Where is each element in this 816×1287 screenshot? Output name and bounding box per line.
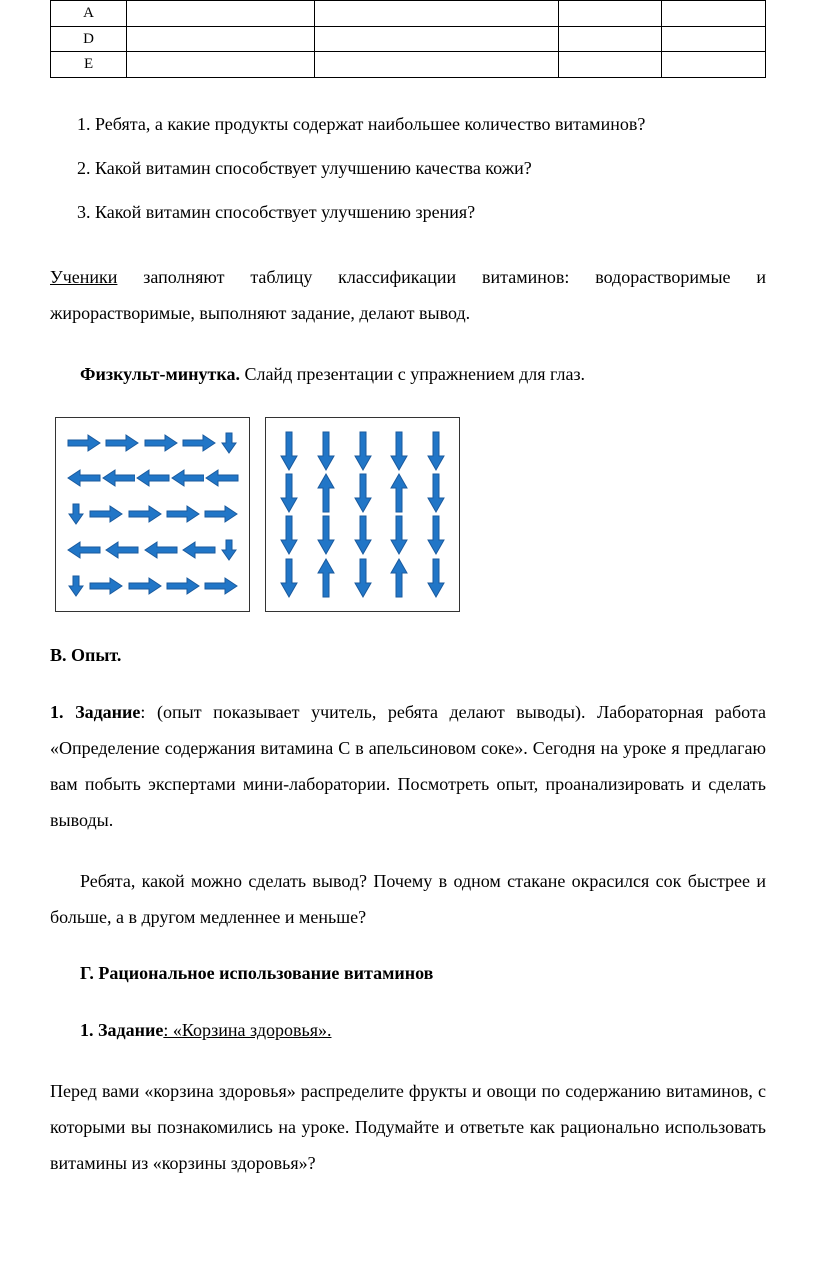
down-small-arrow-icon xyxy=(219,538,239,562)
down-arrow-icon xyxy=(276,514,302,556)
arrow-row xyxy=(66,430,239,456)
up-arrow-icon xyxy=(386,472,412,514)
left-arrow-icon xyxy=(170,465,205,491)
section-g-heading: Г. Рациональное использование витаминов xyxy=(50,960,766,987)
physminute-text: Слайд презентации с упражнением для глаз… xyxy=(240,364,585,384)
task1-paragraph: 1. Задание: (опыт показывает учитель, ре… xyxy=(50,694,766,838)
task1-text: : (опыт показывает учитель, ребята делаю… xyxy=(50,702,766,830)
left-arrow-icon xyxy=(181,537,217,563)
right-arrow-icon xyxy=(203,573,239,599)
table-row: A xyxy=(51,1,766,27)
physminute-label: Физкульт-минутка. xyxy=(80,364,240,384)
left-arrow-icon xyxy=(66,537,102,563)
down-arrow-icon xyxy=(276,557,302,599)
right-arrow-icon xyxy=(88,501,124,527)
down-arrow-icon xyxy=(423,472,449,514)
table-cell xyxy=(127,1,315,27)
right-arrow-icon xyxy=(127,573,163,599)
table-cell xyxy=(127,26,315,52)
diagram-horizontal-arrows xyxy=(55,417,250,612)
eye-exercise-diagrams xyxy=(55,417,766,612)
arrow-column xyxy=(276,430,302,599)
down-arrow-icon xyxy=(313,430,339,472)
table-row: E xyxy=(51,52,766,78)
table-cell: E xyxy=(51,52,127,78)
right-arrow-icon xyxy=(165,501,201,527)
down-arrow-icon xyxy=(313,514,339,556)
section-b-heading: В. Опыт. xyxy=(50,642,766,669)
students-label: Ученики xyxy=(50,267,117,287)
right-arrow-icon xyxy=(203,501,239,527)
down-arrow-icon xyxy=(386,514,412,556)
down-arrow-icon xyxy=(423,430,449,472)
arrow-row xyxy=(66,537,239,563)
questions-list: Ребята, а какие продукты содержат наибол… xyxy=(95,108,766,229)
left-arrow-icon xyxy=(66,465,101,491)
arrow-column xyxy=(386,430,412,599)
table-cell xyxy=(662,1,766,27)
down-small-arrow-icon xyxy=(66,502,86,526)
right-arrow-icon xyxy=(165,573,201,599)
left-arrow-icon xyxy=(101,465,136,491)
down-arrow-icon xyxy=(350,557,376,599)
up-arrow-icon xyxy=(313,472,339,514)
right-arrow-icon xyxy=(66,430,102,456)
up-arrow-icon xyxy=(313,557,339,599)
right-arrow-icon xyxy=(104,430,140,456)
task1-label: 1. Задание xyxy=(50,702,140,722)
left-arrow-icon xyxy=(104,537,140,563)
vitamin-classification-table: ADE xyxy=(50,0,766,78)
left-arrow-icon xyxy=(135,465,170,491)
left-arrow-icon xyxy=(143,537,179,563)
table-cell xyxy=(314,1,558,27)
physminute-paragraph: Физкульт-минутка. Слайд презентации с уп… xyxy=(50,356,766,392)
conclusion-question: Ребята, какой можно сделать вывод? Почем… xyxy=(50,863,766,935)
diagram-vertical-arrows xyxy=(265,417,460,612)
down-arrow-icon xyxy=(423,557,449,599)
down-arrow-icon xyxy=(386,430,412,472)
table-cell xyxy=(314,52,558,78)
arrow-row xyxy=(66,573,239,599)
table-cell xyxy=(127,52,315,78)
right-arrow-icon xyxy=(127,501,163,527)
down-small-arrow-icon xyxy=(66,574,86,598)
task1g-underline: : «Корзина здоровья». xyxy=(163,1020,331,1040)
table-cell xyxy=(558,1,662,27)
right-arrow-icon xyxy=(181,430,217,456)
task1g-paragraph: 1. Задание: «Корзина здоровья». xyxy=(50,1012,766,1048)
down-small-arrow-icon xyxy=(219,431,239,455)
question-item: Какой витамин способствует улучшению зре… xyxy=(95,196,766,228)
arrow-column xyxy=(350,430,376,599)
arrow-column xyxy=(423,430,449,599)
right-arrow-icon xyxy=(88,573,124,599)
arrow-row xyxy=(66,501,239,527)
down-arrow-icon xyxy=(350,430,376,472)
right-arrow-icon xyxy=(143,430,179,456)
down-arrow-icon xyxy=(350,514,376,556)
table-cell xyxy=(314,26,558,52)
down-arrow-icon xyxy=(350,472,376,514)
arrow-column xyxy=(313,430,339,599)
students-paragraph: Ученики заполняют таблицу классификации … xyxy=(50,259,766,331)
up-arrow-icon xyxy=(386,557,412,599)
table-cell xyxy=(662,52,766,78)
table-cell xyxy=(558,52,662,78)
task1g-label: 1. Задание xyxy=(80,1020,163,1040)
table-cell xyxy=(558,26,662,52)
down-arrow-icon xyxy=(276,472,302,514)
down-arrow-icon xyxy=(423,514,449,556)
table-cell: A xyxy=(51,1,127,27)
left-arrow-icon xyxy=(204,465,239,491)
question-item: Ребята, а какие продукты содержат наибол… xyxy=(95,108,766,140)
table-cell xyxy=(662,26,766,52)
students-text: заполняют таблицу классификации витамино… xyxy=(50,267,766,323)
final-paragraph: Перед вами «корзина здоровья» распредели… xyxy=(50,1073,766,1181)
question-item: Какой витамин способствует улучшению кач… xyxy=(95,152,766,184)
table-cell: D xyxy=(51,26,127,52)
table-row: D xyxy=(51,26,766,52)
down-arrow-icon xyxy=(276,430,302,472)
arrow-row xyxy=(66,465,239,491)
